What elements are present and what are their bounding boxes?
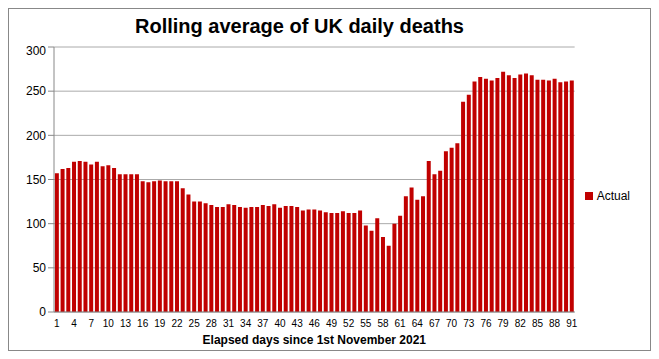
svg-text:76: 76 bbox=[480, 318, 492, 329]
svg-text:150: 150 bbox=[26, 173, 46, 187]
html-text:Rolling average of UK daily de: Rolling average of UK daily deaths bbox=[135, 15, 464, 37]
svg-text:22: 22 bbox=[171, 318, 183, 329]
svg-text:4: 4 bbox=[71, 318, 77, 329]
svg-text:58: 58 bbox=[377, 318, 389, 329]
svg-text:13: 13 bbox=[120, 318, 132, 329]
svg-text:1: 1 bbox=[54, 318, 60, 329]
svg-text:200: 200 bbox=[26, 129, 46, 143]
svg-text:49: 49 bbox=[326, 318, 338, 329]
svg-text:40: 40 bbox=[274, 318, 286, 329]
svg-text:82: 82 bbox=[515, 318, 527, 329]
svg-text:28: 28 bbox=[206, 318, 218, 329]
svg-text:19: 19 bbox=[154, 318, 166, 329]
svg-text:34: 34 bbox=[240, 318, 252, 329]
svg-text:70: 70 bbox=[446, 318, 458, 329]
svg-text:16: 16 bbox=[137, 318, 149, 329]
svg-text:25: 25 bbox=[189, 318, 201, 329]
svg-text:250: 250 bbox=[26, 84, 46, 98]
svg-text:91: 91 bbox=[566, 318, 578, 329]
svg-text:64: 64 bbox=[412, 318, 424, 329]
svg-text:37: 37 bbox=[257, 318, 269, 329]
svg-text:300: 300 bbox=[26, 44, 46, 58]
svg-text:88: 88 bbox=[549, 318, 561, 329]
svg-text:46: 46 bbox=[309, 318, 321, 329]
svg-text:55: 55 bbox=[360, 318, 372, 329]
svg-text:31: 31 bbox=[223, 318, 235, 329]
svg-text:73: 73 bbox=[463, 318, 475, 329]
svg-text:43: 43 bbox=[292, 318, 304, 329]
svg-text:10: 10 bbox=[103, 318, 115, 329]
svg-text:67: 67 bbox=[429, 318, 441, 329]
svg-text:0: 0 bbox=[39, 305, 46, 319]
svg-text:61: 61 bbox=[395, 318, 407, 329]
svg-text:7: 7 bbox=[88, 318, 94, 329]
svg-text:85: 85 bbox=[532, 318, 544, 329]
svg-text:79: 79 bbox=[498, 318, 510, 329]
svg-text:50: 50 bbox=[33, 261, 47, 275]
svg-text:100: 100 bbox=[26, 217, 46, 231]
svg-text:52: 52 bbox=[343, 318, 355, 329]
svg-text:Elapsed days since 1st Novembe: Elapsed days since 1st November 2021 bbox=[203, 333, 427, 347]
html-text:Actual: Actual bbox=[596, 188, 630, 203]
